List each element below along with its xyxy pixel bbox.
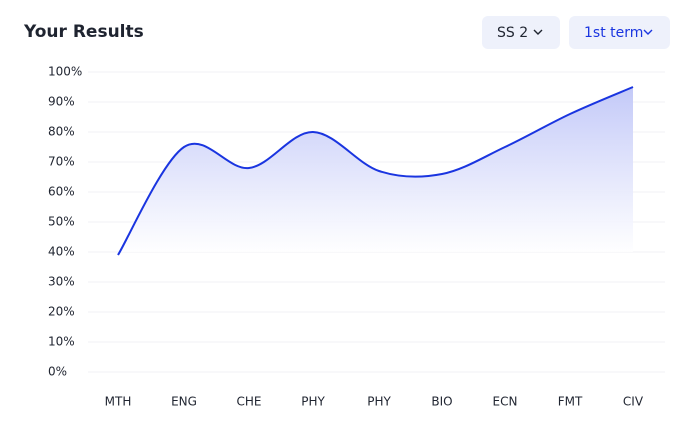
y-tick-label: 70%: [48, 155, 75, 169]
chart-title: Your Results: [23, 22, 144, 42]
y-tick-label: 20%: [48, 305, 75, 319]
y-tick-label: 10%: [48, 335, 75, 349]
x-tick-label: FMT: [558, 395, 583, 409]
dropdown-bg[interactable]: [482, 16, 560, 49]
x-tick-label: PHY: [301, 395, 325, 409]
x-tick-label: CIV: [623, 395, 644, 409]
term-dropdown[interactable]: 1st term: [569, 16, 670, 49]
plot: 0% 10% 20% 30% 40% 50% 60% 70% 80% 90% 100% MTH ENG C…: [48, 65, 665, 409]
y-tick-label: 60%: [48, 185, 75, 199]
dropdown-bg[interactable]: [569, 16, 670, 49]
x-tick-label: CHE: [237, 395, 262, 409]
y-tick-label: 50%: [48, 215, 75, 229]
y-tick-label: 90%: [48, 95, 75, 109]
y-tick-label: 40%: [48, 245, 75, 259]
chevron[interactable]: [533, 29, 543, 35]
x-tick-label: ENG: [171, 395, 197, 409]
dropdown-label[interactable]: 1st term: [584, 25, 643, 41]
y-tick-label: 100%: [48, 65, 82, 79]
line: [117, 86, 634, 256]
area: [118, 87, 633, 255]
dropdown-label[interactable]: SS 2: [497, 25, 528, 41]
x-tick-label: ECN: [493, 395, 518, 409]
y-tick-label: 80%: [48, 125, 75, 139]
chevron[interactable]: [643, 29, 653, 35]
x-tick-label: BIO: [431, 395, 452, 409]
y-tick-label: 30%: [48, 275, 75, 289]
y-tick-label: 0%: [48, 365, 67, 379]
class-dropdown[interactable]: SS 2: [482, 16, 560, 49]
x-tick-label: MTH: [105, 395, 132, 409]
x-tick-label: PHY: [367, 395, 391, 409]
